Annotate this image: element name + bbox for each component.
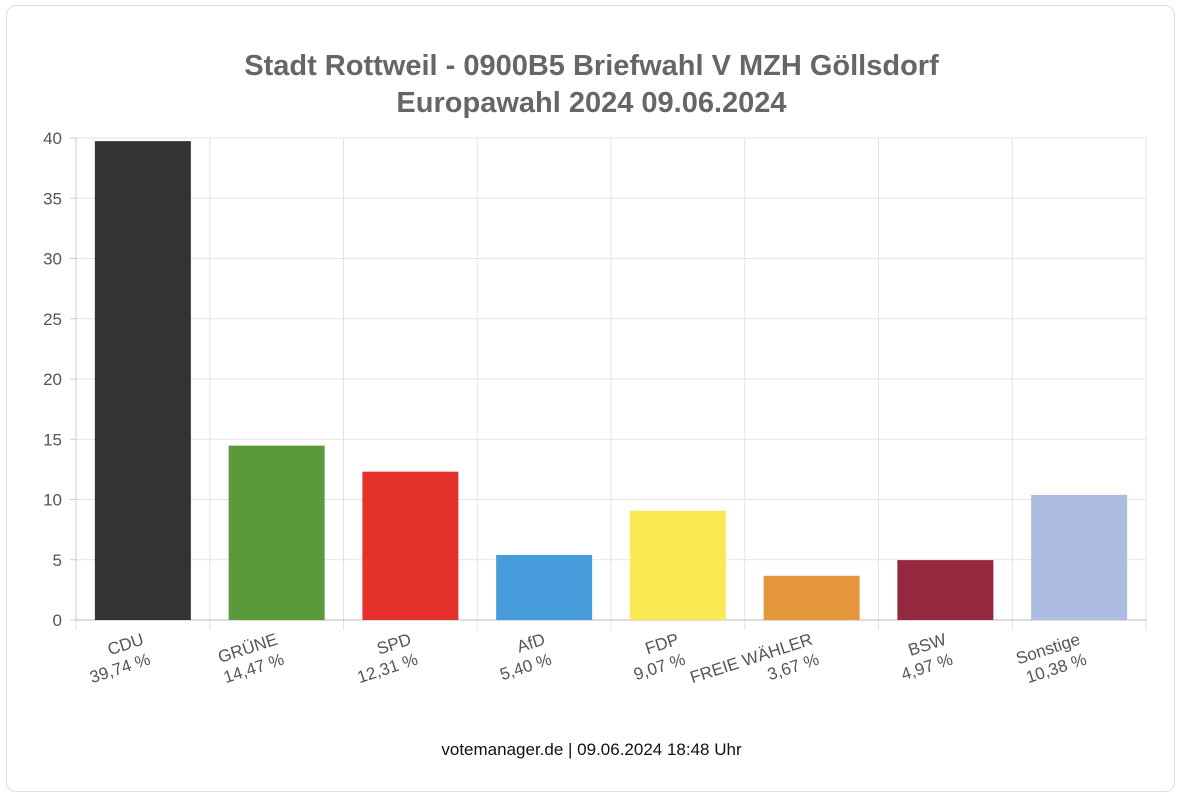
source-footer: votemanager.de | 09.06.2024 18:48 Uhr: [441, 740, 742, 759]
y-tick-label: 20: [43, 370, 62, 389]
data-label: 5,40 %: [498, 650, 554, 684]
x-tick-label: FDP9,07 %: [625, 630, 688, 684]
x-tick-label: AfD5,40 %: [491, 630, 554, 684]
chart-card: [6, 5, 1175, 792]
bar-afd: [496, 554, 593, 620]
x-tick-label: Sonstige10,38 %: [1014, 630, 1089, 688]
bar-cdu: [94, 141, 191, 620]
y-tick-label: 10: [43, 491, 62, 510]
data-label: 9,07 %: [631, 650, 687, 684]
bar-gr-ne: [228, 445, 325, 620]
bar-sonstige: [1031, 494, 1128, 620]
bar-freie-w-hler: [763, 575, 860, 620]
bar-spd: [362, 471, 459, 620]
x-tick-label: FREIE WÄHLER3,67 %: [688, 630, 822, 707]
x-tick-label: SPD12,31 %: [348, 630, 420, 687]
y-tick-label: 35: [43, 189, 62, 208]
chart-title: Stadt Rottweil - 0900B5 Briefwahl V MZH …: [244, 50, 939, 82]
y-tick-label: 5: [53, 551, 62, 570]
x-tick-label: CDU39,74 %: [81, 630, 153, 687]
y-tick-label: 40: [43, 129, 62, 148]
data-label: 4,97 %: [899, 650, 955, 684]
y-tick-label: 30: [43, 250, 62, 269]
y-tick-label: 0: [53, 611, 62, 630]
chart-subtitle: Europawahl 2024 09.06.2024: [396, 87, 787, 119]
y-tick-label: 15: [43, 430, 62, 449]
x-tick-label: BSW4,97 %: [892, 630, 955, 684]
y-tick-label: 25: [43, 310, 62, 329]
bar-fdp: [629, 510, 726, 620]
x-tick-label: GRÜNE14,47 %: [215, 630, 287, 687]
bar-bsw: [897, 560, 994, 620]
